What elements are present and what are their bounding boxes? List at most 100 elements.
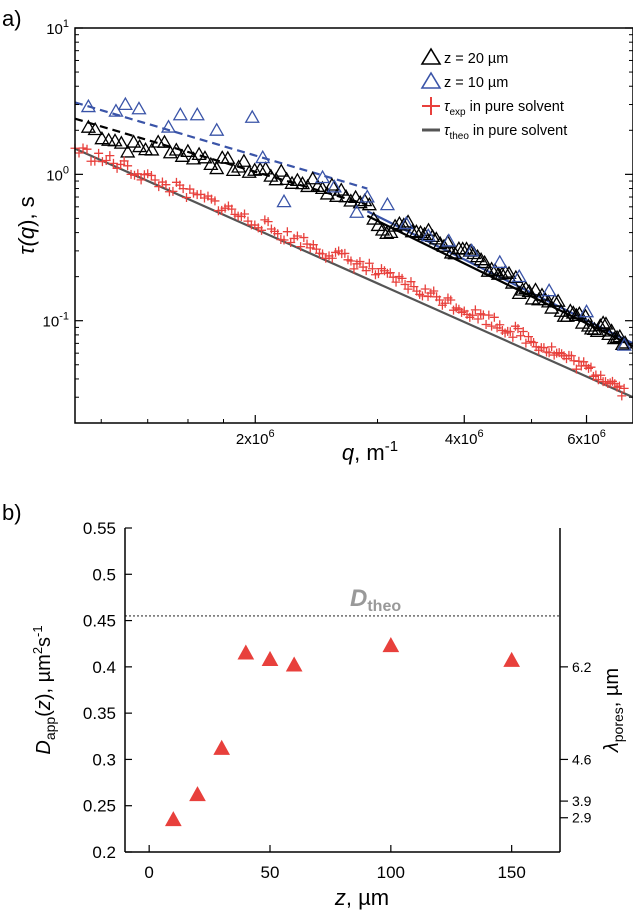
series-0-point [236,153,252,167]
legend-marker-triangle [420,71,442,89]
ytick-label: 0.3 [92,750,116,769]
series-0-point [268,172,284,186]
series-0-point [577,308,594,322]
series-0-point [225,162,242,176]
series-2-point [521,338,531,348]
series-0-point [144,142,160,156]
series-2-point [108,158,118,168]
series-2-point [489,312,499,322]
plot-a-frame [74,27,633,424]
series-2-point [607,376,617,386]
series-2-point [596,370,606,380]
series-0-point [191,146,207,161]
panel-a-plot: 101 100 10-1 2x106 4x106 6x106 q, m-1 τ(q), s z … [14,18,633,465]
series-2-point [391,277,401,287]
series-1-point [420,228,436,242]
ytick-label: 0.45 [83,612,116,631]
right-tick-label: 2.9 [572,810,592,826]
series-0-point [601,326,617,341]
y-axis-label: Dapp(z), µm2s-1 [30,625,58,754]
series-2-point [123,161,133,171]
series-2-point [557,349,567,359]
series-1-point [108,103,124,117]
right-tick-label: 6.2 [572,659,592,675]
y-axis-label: τ(q), s [14,196,39,254]
series-0-point [113,135,129,149]
fit-line-1 [366,214,633,348]
series-2-point [292,231,302,241]
series-2-point [373,269,383,279]
data-point [189,786,206,802]
series-1-point [244,109,260,123]
series-2-point [566,351,576,361]
series-1-point [80,98,97,113]
series-1-point [160,119,177,133]
series-2-point [367,264,377,274]
ytick-label: 0.35 [83,704,116,723]
series-2-point [547,342,557,352]
series-1-point [578,304,595,318]
series-0-point [258,161,274,175]
series-0-point [483,261,500,275]
series-1-point [541,283,557,297]
series-0-point [137,141,154,156]
series-0-point [501,265,517,280]
series-2-point [299,233,309,243]
series-2-point [136,175,146,185]
series-0-point [279,171,295,185]
series-0-point [348,189,364,204]
series-2-point [227,204,237,214]
series-1-point [255,149,271,164]
panel-a-label: a) [2,6,22,31]
series-1-point [189,107,205,121]
series-2-point [571,364,581,374]
series-1-point [172,107,188,121]
series-1-point [276,193,292,208]
series-0-point [284,175,300,189]
series-0-point [247,162,263,176]
series-1-point [511,268,527,283]
xtick-label: 100 [377,863,405,882]
xtick-label: 150 [497,863,525,882]
series-0-point [168,142,184,156]
data-point [503,651,521,667]
ytick-label: 0.4 [92,658,116,677]
xtick-label: 4x106 [445,428,484,448]
series-0-point [361,196,377,211]
data-point [382,637,400,653]
series-2-point [614,381,624,391]
series-0-point [473,252,489,266]
series-2-point [143,169,153,179]
series-2-point [90,156,100,166]
series-0-point [203,156,219,171]
series-2-point [94,148,104,158]
series-2-point [273,229,283,239]
series-2-point [150,175,160,185]
series-1-point [314,169,331,184]
series-2-point [240,209,250,219]
series-1-point [131,101,147,115]
series-2-point [470,305,480,315]
panel-b-label: b) [2,500,22,525]
series-2-point [355,257,365,267]
series-2-point [105,151,115,161]
series-2-point [617,391,627,401]
fit-line-2 [74,101,368,190]
series-0-point [396,217,412,231]
series-0-point [80,119,97,133]
series-2-point [346,256,356,266]
series-2-point [82,144,92,154]
series-0-point [220,150,236,164]
series-0-point [241,164,257,178]
series-1-point [398,215,414,230]
series-0-point [338,189,354,203]
data-point [237,644,255,660]
series-2-point [340,248,350,258]
series-0-point [574,315,591,329]
series-2-point [133,169,143,179]
series-0-point [443,245,460,259]
series-0-point [305,171,321,185]
x-axis-label: q, m-1 [342,438,398,465]
series-2-point [400,279,410,289]
series-0-point [544,300,560,314]
